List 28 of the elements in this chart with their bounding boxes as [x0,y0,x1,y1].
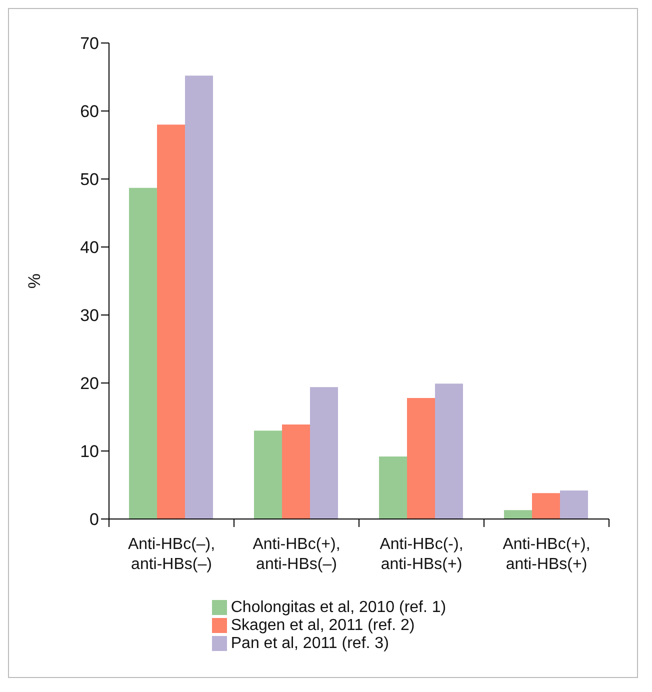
y-tick-label: 60 [80,102,99,122]
bar [504,510,532,519]
bar [185,76,213,519]
x-tick-label: Anti-HBc(+), anti-HBs(+) [502,536,590,573]
bar [532,493,560,519]
bar [310,387,338,519]
legend-label: Cholongitas et al, 2010 (ref. 1) [230,599,446,616]
y-tick-label: 30 [80,306,99,326]
y-tick-label: 10 [80,442,99,462]
bar [254,430,282,519]
y-axis-title: % [25,273,44,289]
bar [282,424,310,519]
y-tick-label: 70 [80,34,99,54]
y-tick-label: 0 [90,510,99,530]
legend-label: Skagen et al, 2011 (ref. 2) [230,617,415,634]
x-tick-label: Anti-HBc(-), anti-HBs(+) [380,536,464,573]
y-tick-label: 50 [80,170,99,190]
legend-label: Pan et al, 2011 (ref. 3) [230,635,389,652]
bar [407,398,435,519]
bar [560,490,588,519]
bar [379,456,407,519]
x-tick-label: Anti-HBc(+), anti-HBs(–) [252,536,340,573]
y-tick-label: 40 [80,238,99,258]
y-tick-label: 20 [80,374,99,394]
bar [157,124,185,519]
bar [435,384,463,519]
x-tick-label: Anti-HBc(–), anti-HBs(–) [128,536,216,573]
bar [129,188,157,519]
